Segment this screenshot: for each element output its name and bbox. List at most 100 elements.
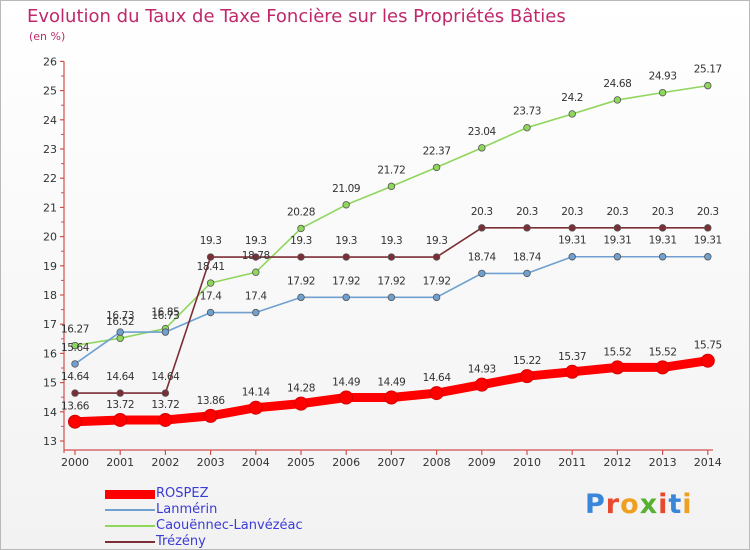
data-label: 24.68 (603, 78, 631, 90)
data-point (384, 390, 399, 405)
x-tick-label: 2005 (287, 456, 315, 469)
data-point (523, 123, 531, 132)
data-label: 18.74 (513, 251, 542, 263)
data-point (339, 390, 354, 405)
legend-swatch (105, 541, 155, 543)
data-label: 19.3 (381, 235, 403, 247)
data-label: 17.92 (332, 275, 360, 287)
data-label: 16.27 (61, 324, 89, 336)
x-tick-label: 2006 (332, 456, 360, 469)
data-label: 15.52 (649, 346, 677, 358)
data-label: 19.3 (200, 235, 222, 247)
data-point (704, 81, 712, 90)
legend-label: Trézény (156, 534, 206, 549)
data-label: 24.2 (561, 92, 583, 104)
x-tick-label: 2011 (558, 456, 586, 469)
data-point (203, 408, 218, 423)
data-point (704, 253, 712, 261)
x-tick-label: 2002 (151, 456, 179, 469)
data-point (252, 308, 260, 317)
data-label: 16.52 (106, 316, 134, 328)
x-tick-label: 2013 (649, 456, 677, 469)
proxiti-logo: Proxiti (585, 489, 693, 520)
y-tick-label: 14 (43, 406, 57, 419)
data-point (68, 414, 82, 429)
data-label: 14.64 (106, 371, 135, 383)
x-tick-label: 2010 (513, 456, 541, 469)
x-tick-label: 2000 (61, 456, 89, 469)
data-label: 19.31 (649, 235, 677, 247)
data-point (294, 396, 308, 411)
data-label: 20.3 (471, 206, 493, 218)
data-label: 13.72 (151, 399, 179, 411)
data-label: 23.04 (468, 126, 497, 138)
data-label: 19.3 (245, 235, 267, 247)
data-point (520, 369, 534, 384)
x-tick-label: 2004 (242, 456, 270, 469)
x-tick-label: 2003 (197, 456, 225, 469)
x-tick-label: 2001 (106, 456, 134, 469)
data-point (71, 360, 79, 368)
data-point (206, 279, 215, 287)
data-label: 14.64 (423, 372, 452, 384)
logo-letter: o (620, 489, 640, 520)
data-label: 13.72 (106, 399, 134, 411)
data-point (297, 253, 305, 261)
data-point (116, 328, 124, 336)
data-label: 16.73 (151, 310, 179, 322)
data-label: 17.92 (423, 275, 451, 287)
data-label: 19.3 (290, 235, 312, 247)
y-tick-label: 21 (43, 201, 57, 214)
data-point (610, 360, 625, 375)
data-label: 20.3 (652, 206, 674, 218)
y-tick-label: 23 (43, 143, 57, 156)
data-point (206, 253, 215, 261)
data-label: 21.09 (332, 183, 360, 195)
logo-letter: r (605, 489, 621, 520)
data-label: 16.85 (151, 307, 179, 319)
data-point (655, 360, 670, 375)
data-label: 19.3 (335, 235, 357, 247)
data-label: 14.28 (287, 383, 315, 395)
data-point (478, 224, 486, 232)
data-label: 14.14 (242, 387, 271, 399)
data-point (474, 377, 489, 392)
data-point (523, 269, 531, 278)
data-point (568, 224, 576, 232)
data-label: 14.93 (468, 364, 496, 376)
data-point (71, 389, 79, 397)
data-label: 14.49 (332, 376, 360, 388)
data-label: 14.49 (377, 376, 405, 388)
data-label: 20.28 (287, 206, 315, 218)
data-point (658, 224, 667, 232)
data-point (342, 201, 350, 209)
data-label: 15.64 (61, 342, 90, 354)
logo-letter: x (639, 489, 659, 520)
data-label: 20.3 (561, 206, 583, 218)
x-tick-label: 2012 (603, 456, 631, 469)
data-label: 19.31 (603, 235, 631, 247)
legend-label: Lanmérin (156, 502, 218, 517)
data-point (206, 308, 215, 317)
y-tick-label: 16 (43, 347, 57, 360)
legend-swatch (105, 509, 155, 511)
data-label: 20.3 (607, 206, 629, 218)
data-label: 18.41 (197, 261, 225, 273)
data-point (71, 341, 79, 350)
y-tick-label: 20 (43, 231, 57, 244)
x-tick-label: 2014 (694, 456, 722, 469)
data-point (248, 400, 263, 415)
chart-subtitle: (en %) (29, 30, 66, 43)
data-label: 15.52 (603, 346, 631, 358)
data-label: 24.93 (649, 71, 677, 83)
data-label: 19.31 (558, 235, 586, 247)
y-tick-label: 17 (43, 318, 57, 331)
data-point (704, 224, 712, 232)
y-tick-label: 13 (43, 435, 57, 448)
data-point (613, 253, 622, 261)
data-label: 25.17 (694, 64, 722, 76)
data-point (297, 293, 305, 302)
data-point (478, 269, 486, 278)
data-point (342, 293, 350, 302)
data-label: 19.31 (694, 235, 722, 247)
